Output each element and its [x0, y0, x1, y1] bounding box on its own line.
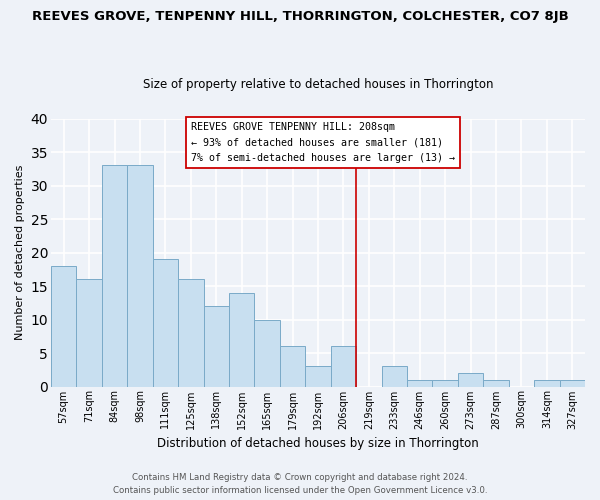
Bar — [483, 380, 509, 386]
Bar — [280, 346, 305, 387]
Bar — [203, 306, 229, 386]
Title: Size of property relative to detached houses in Thorrington: Size of property relative to detached ho… — [143, 78, 493, 91]
Bar — [458, 373, 483, 386]
Text: REEVES GROVE, TENPENNY HILL, THORRINGTON, COLCHESTER, CO7 8JB: REEVES GROVE, TENPENNY HILL, THORRINGTON… — [32, 10, 568, 23]
Text: Contains HM Land Registry data © Crown copyright and database right 2024.
Contai: Contains HM Land Registry data © Crown c… — [113, 474, 487, 495]
Text: REEVES GROVE TENPENNY HILL: 208sqm
← 93% of detached houses are smaller (181)
7%: REEVES GROVE TENPENNY HILL: 208sqm ← 93%… — [191, 122, 455, 163]
Bar — [331, 346, 356, 387]
Bar — [229, 292, 254, 386]
Bar — [127, 166, 152, 386]
Bar — [51, 266, 76, 386]
Bar — [560, 380, 585, 386]
Bar — [534, 380, 560, 386]
Y-axis label: Number of detached properties: Number of detached properties — [15, 165, 25, 340]
Bar — [102, 166, 127, 386]
Bar — [76, 280, 102, 386]
Bar — [433, 380, 458, 386]
Bar — [407, 380, 433, 386]
Bar — [254, 320, 280, 386]
Bar — [382, 366, 407, 386]
Bar — [152, 259, 178, 386]
Bar — [305, 366, 331, 386]
Bar — [178, 280, 203, 386]
X-axis label: Distribution of detached houses by size in Thorrington: Distribution of detached houses by size … — [157, 437, 479, 450]
